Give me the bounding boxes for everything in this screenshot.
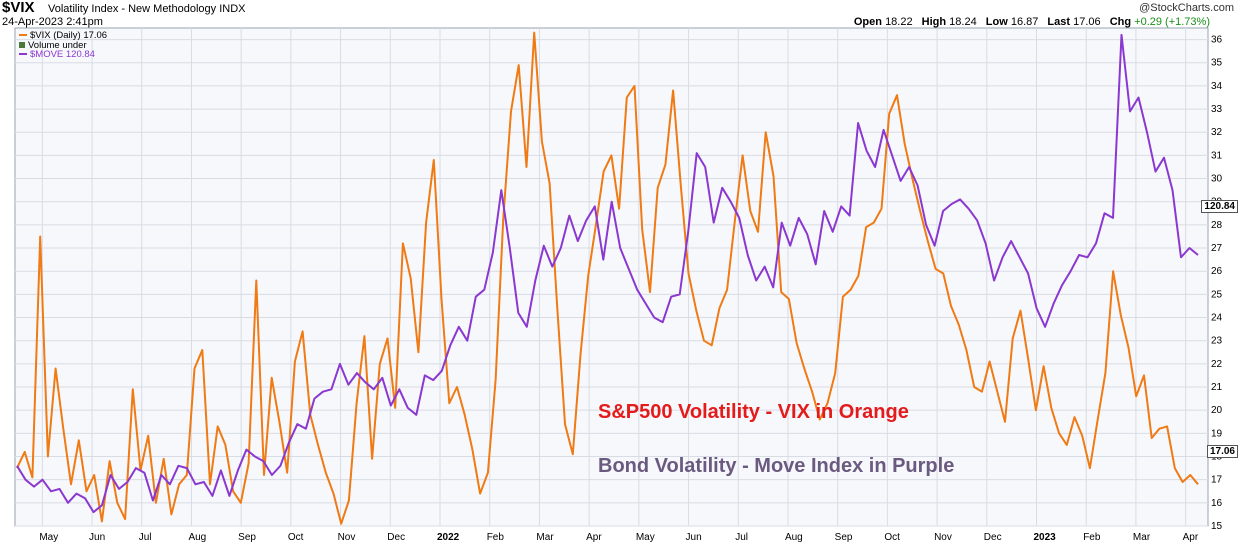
- series-layer: [16, 31, 1199, 525]
- vix-annotation: S&P500 Volatility - VIX in Orange: [598, 401, 909, 423]
- y-tick-label: 21: [1211, 382, 1223, 393]
- last-label: Last: [1047, 16, 1071, 28]
- x-tick-label: Apr: [1183, 532, 1199, 543]
- high-value: 18.24: [949, 16, 977, 28]
- y-tick-label: 19: [1211, 428, 1223, 439]
- x-tick-label: Aug: [188, 532, 206, 543]
- x-tick-label: May: [39, 532, 58, 543]
- x-axis-ticks: May Jun Jul Aug Sep Oct Nov Dec 2022 Feb Mar Apr May…: [39, 532, 1199, 543]
- ohlc-bar: Open 18.22 High 18.24 Low 16.87 Last 17.…: [854, 16, 1210, 28]
- legend-volume-label: Volume under: [28, 40, 87, 51]
- x-tick-label: Nov: [338, 532, 356, 543]
- copyright: @StockCharts.com: [1139, 2, 1234, 14]
- y-tick-label: 30: [1211, 174, 1223, 185]
- y-tick-label: 15: [1211, 521, 1223, 532]
- legend-volume: Volume under: [19, 40, 87, 51]
- y-tick-label: 27: [1211, 243, 1223, 254]
- y-axis-ticks: 1516171819202122232425262728293031323334…: [1211, 35, 1223, 532]
- high-label: High: [921, 16, 947, 28]
- y-tick-label: 22: [1211, 359, 1223, 370]
- x-tick-label: Aug: [785, 532, 803, 543]
- y-tick-label: 16: [1211, 498, 1223, 509]
- y-tick-label: 24: [1211, 313, 1223, 324]
- last-value: 17.06: [1073, 16, 1101, 28]
- x-tick-label: Mar: [536, 532, 554, 543]
- y-tick-label: 33: [1211, 104, 1223, 115]
- x-tick-label: May: [636, 532, 655, 543]
- x-tick-label: Oct: [288, 532, 304, 543]
- x-tick-label: Sep: [835, 532, 853, 543]
- x-tick-label: Sep: [238, 532, 256, 543]
- symbol-name: Volatility Index - New Methodology INDX: [48, 3, 246, 15]
- chart-date: 24-Apr-2023 2:41pm: [2, 16, 103, 28]
- x-tick-label: Dec: [984, 532, 1002, 543]
- x-tick-label: Apr: [586, 532, 602, 543]
- volume-swatch-icon: [19, 42, 25, 49]
- move-swatch-icon: [19, 53, 27, 56]
- chg-label: Chg: [1109, 16, 1132, 28]
- x-tick-label: Nov: [934, 532, 952, 543]
- low-label: Low: [985, 16, 1008, 28]
- legend-vix-label: $VIX (Daily) 17.06: [30, 30, 108, 41]
- y-tick-label: 31: [1211, 150, 1223, 161]
- legend-move: $MOVE 120.84: [19, 49, 95, 60]
- y-tick-label: 25: [1211, 289, 1223, 300]
- open-value: 18.22: [885, 16, 913, 28]
- x-tick-label: Jun: [686, 532, 702, 543]
- x-tick-label: Jul: [139, 532, 152, 543]
- x-tick-label: Feb: [487, 532, 505, 543]
- legend-vix: $VIX (Daily) 17.06: [19, 30, 107, 41]
- legend-move-label: $MOVE 120.84: [30, 49, 95, 60]
- vix-last-tag: 17.06: [1206, 445, 1238, 458]
- x-tick-label: Mar: [1133, 532, 1151, 543]
- symbol: $VIX: [2, 0, 35, 16]
- y-tick-label: 23: [1211, 336, 1223, 347]
- low-value: 16.87: [1010, 16, 1039, 28]
- y-tick-label: 26: [1211, 266, 1223, 277]
- x-tick-label: 2023: [1034, 532, 1057, 543]
- move-last-tag: 120.84: [1201, 200, 1238, 213]
- y-tick-label: 36: [1211, 35, 1223, 46]
- plot-background: [14, 27, 1209, 527]
- y-tick-label: 17: [1211, 475, 1223, 486]
- move-series-line: [16, 33, 1199, 514]
- vix-series-line: [16, 31, 1199, 525]
- vix-swatch-icon: [19, 34, 27, 37]
- y-tick-label: 35: [1211, 58, 1223, 69]
- chg-value: +0.29 (+1.73%): [1134, 16, 1210, 28]
- x-tick-label: Jun: [89, 532, 105, 543]
- y-tick-label: 20: [1211, 405, 1223, 416]
- x-tick-label: Dec: [387, 532, 405, 543]
- open-label: Open: [853, 16, 882, 28]
- x-tick-label: Jul: [735, 532, 748, 543]
- x-tick-label: 2022: [437, 532, 460, 543]
- y-tick-label: 32: [1211, 127, 1223, 138]
- y-tick-label: 28: [1211, 220, 1223, 231]
- x-tick-label: Oct: [884, 532, 900, 543]
- x-tick-label: Feb: [1083, 532, 1101, 543]
- move-annotation: Bond Volatility - Move Index in Purple: [598, 455, 955, 477]
- y-tick-label: 34: [1211, 81, 1223, 92]
